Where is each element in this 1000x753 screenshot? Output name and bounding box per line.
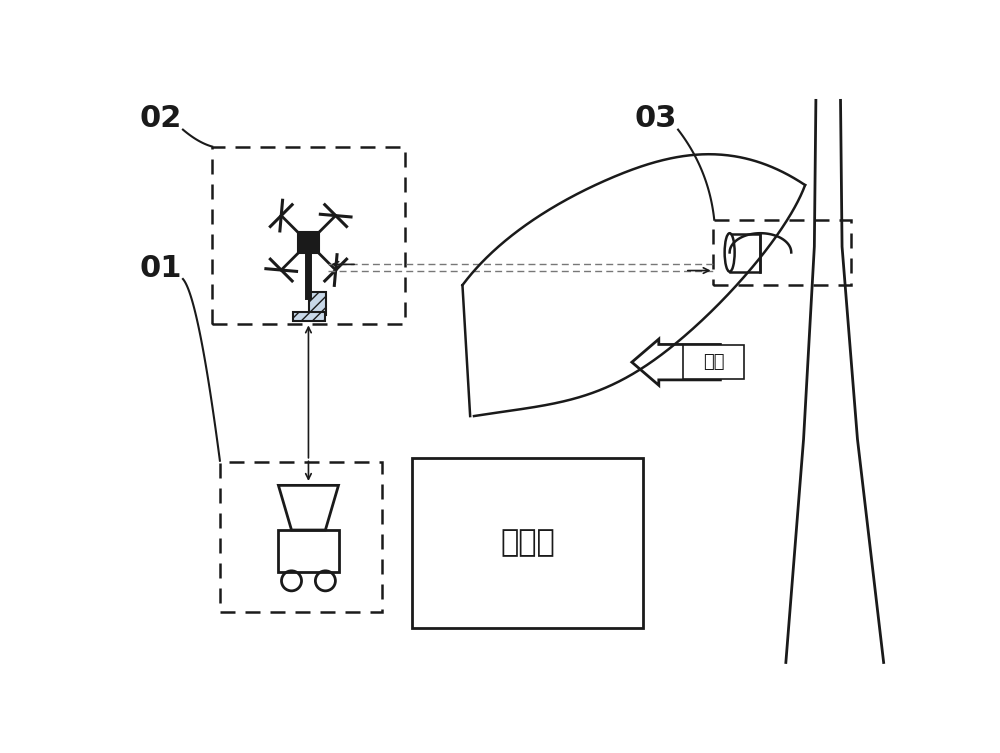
Bar <box>713 220 851 285</box>
Bar <box>309 291 326 315</box>
Bar <box>683 345 744 379</box>
Bar <box>730 233 760 272</box>
Ellipse shape <box>725 233 735 272</box>
Bar <box>220 462 382 612</box>
Polygon shape <box>632 339 720 386</box>
Bar <box>278 530 339 572</box>
Text: 02: 02 <box>139 105 181 133</box>
Text: 03: 03 <box>634 105 677 133</box>
Text: 排放源: 排放源 <box>501 529 555 558</box>
Bar <box>293 312 325 321</box>
Text: 风向: 风向 <box>703 353 724 371</box>
Bar <box>298 233 319 253</box>
Text: 01: 01 <box>139 255 182 283</box>
Bar <box>412 459 643 628</box>
Bar <box>212 147 405 324</box>
